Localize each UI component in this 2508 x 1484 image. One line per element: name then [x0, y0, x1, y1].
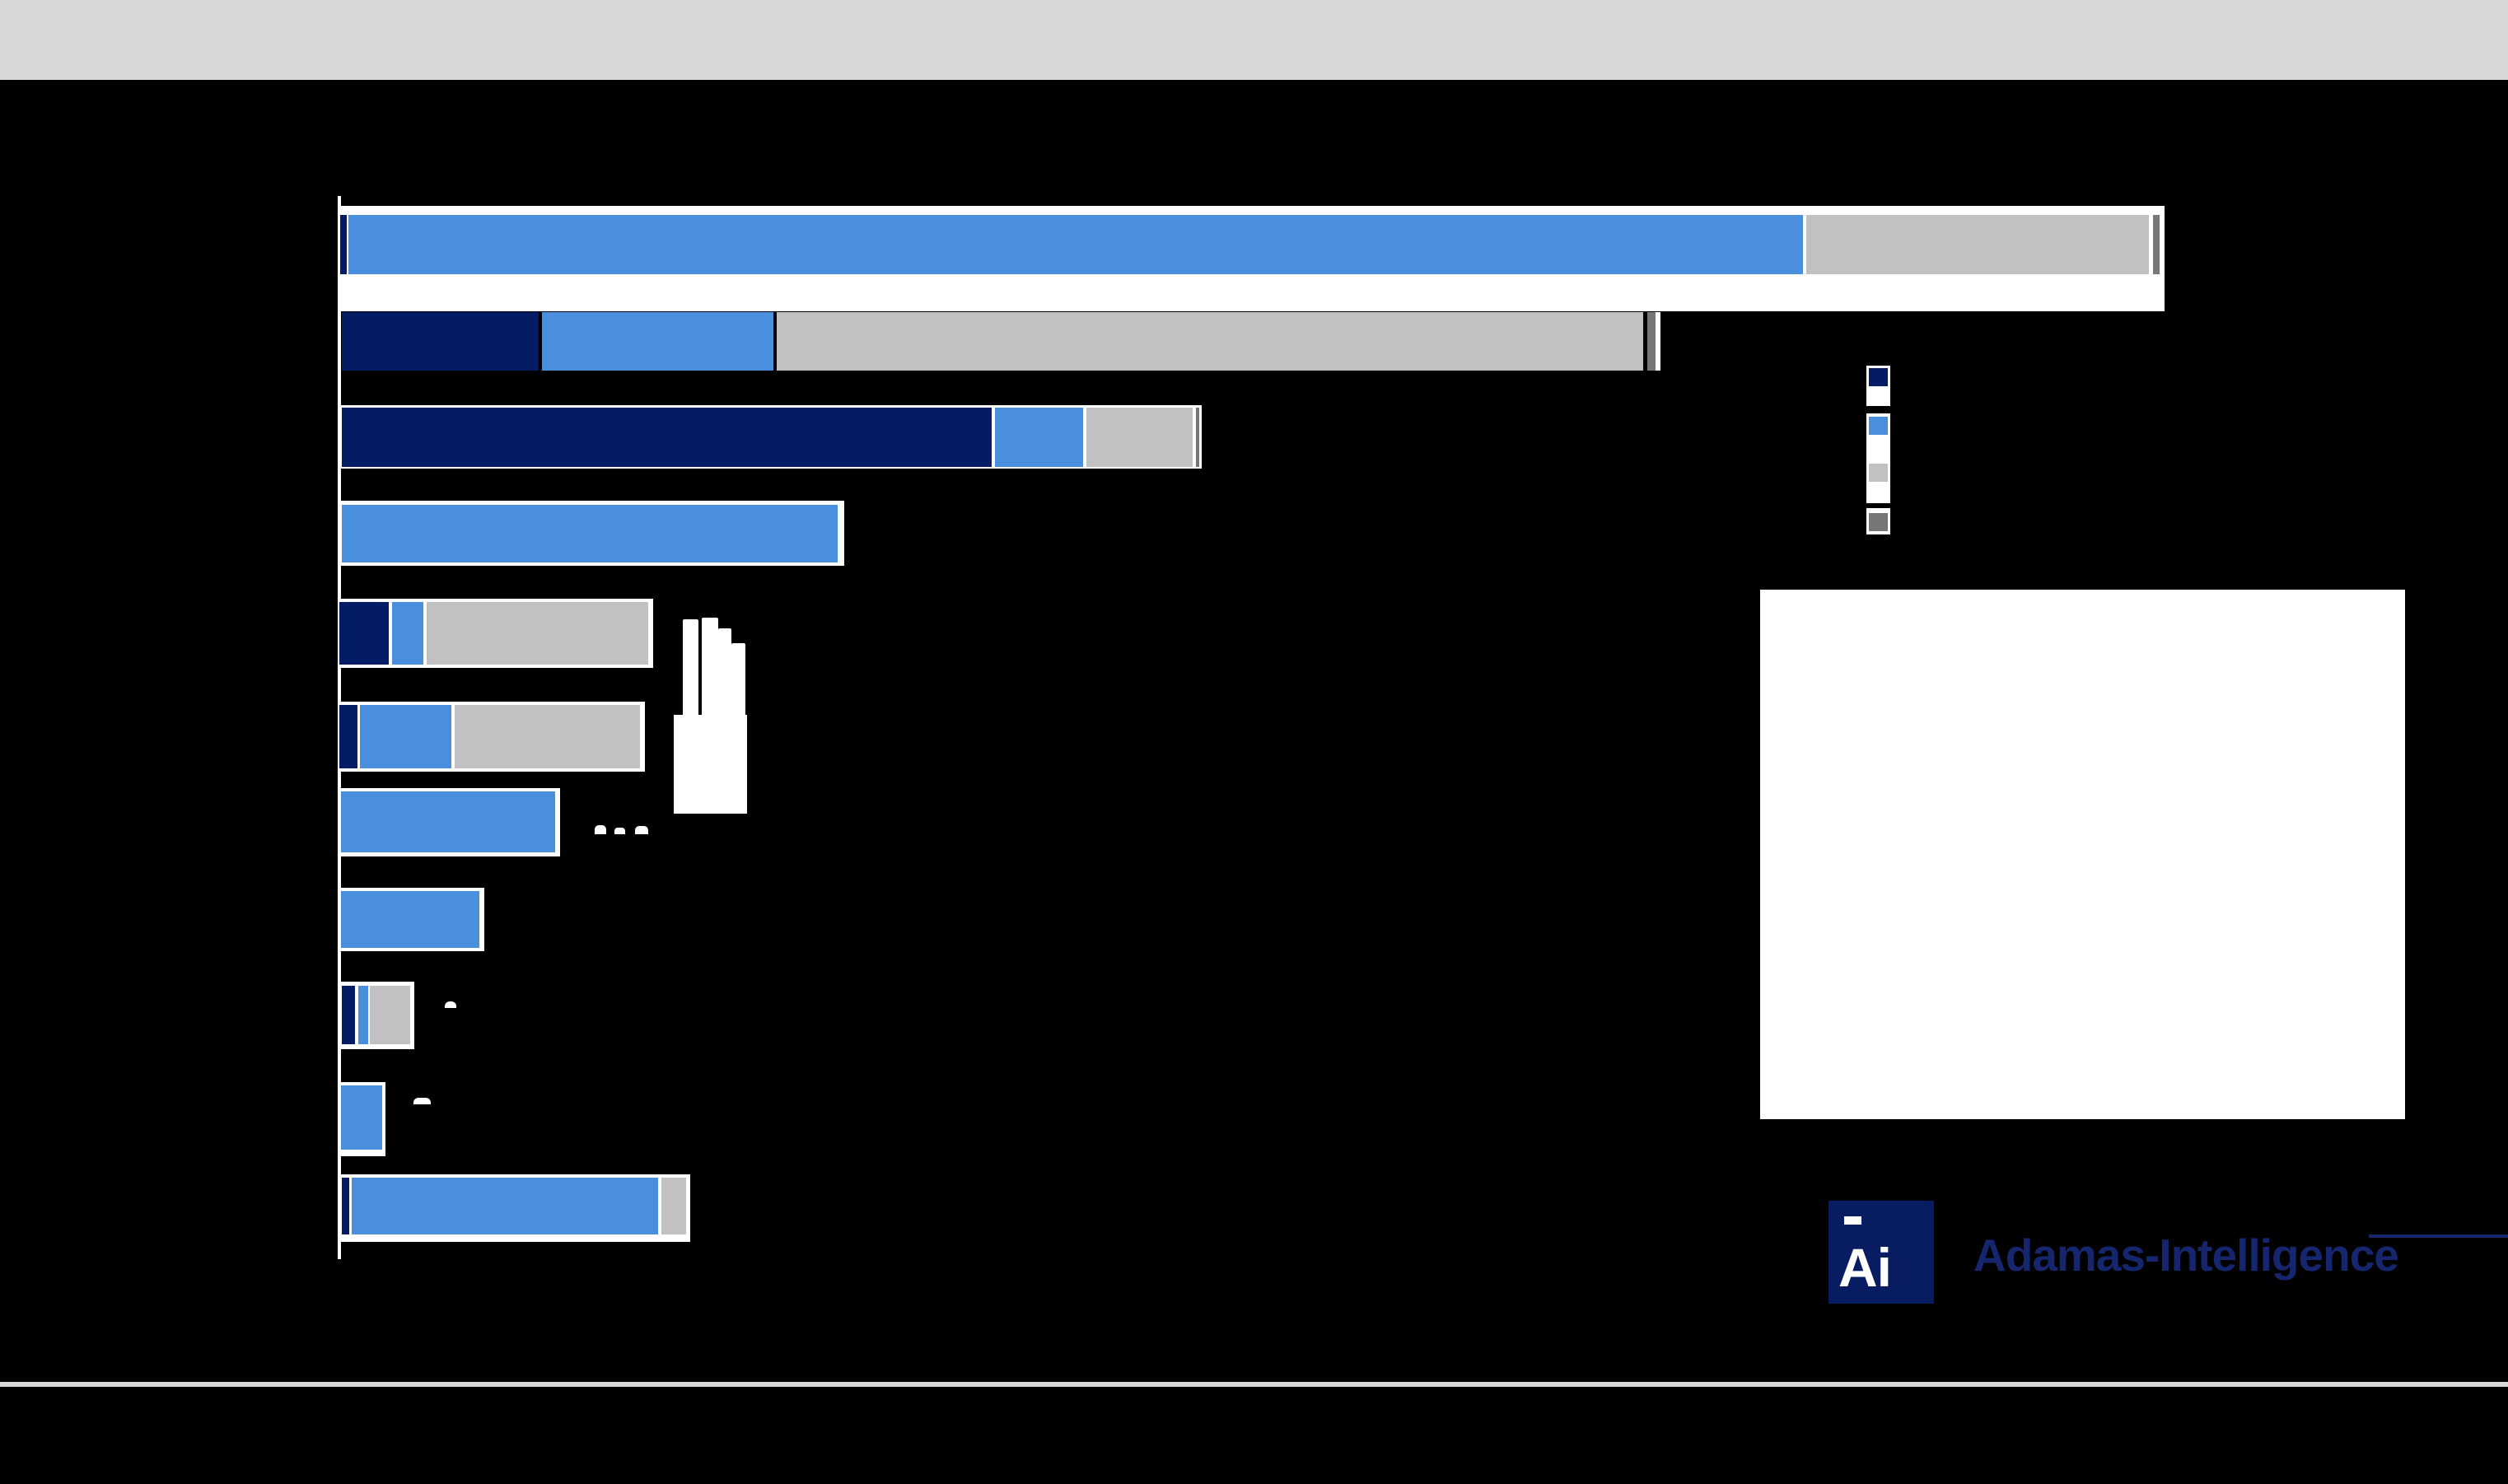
bar-segment-6-ltgray: [455, 705, 640, 768]
bar-segment-2-blue: [542, 312, 773, 371]
bar-segment-5-blue: [392, 602, 423, 665]
bar-segment-6-navy: [339, 705, 357, 768]
bar-segment-1-blue: [348, 215, 1803, 274]
glitch-tower-2: [702, 618, 718, 814]
bar-segment-7-blue: [341, 791, 555, 852]
bar-segment-3-blue: [995, 408, 1083, 467]
bottom-rule: [0, 1382, 2508, 1387]
bar-segment-2-navy: [342, 312, 539, 371]
glitch-digit-top-2: [614, 828, 625, 834]
bar-segment-2-white: [1656, 312, 1660, 371]
glitch-arc-2: [413, 1098, 431, 1104]
bar-segment-1-ltgray: [1806, 215, 2149, 274]
logo-dash-icon: [1844, 1216, 1861, 1225]
bar-segment-1-dkgray: [2153, 215, 2160, 274]
brand-wordmark: Adamas-Intelligence: [1973, 1230, 2399, 1281]
bar-segment-9-blue: [358, 986, 368, 1044]
bar-segment-3-dkgray: [1196, 408, 1199, 467]
annotation-panel: [1760, 590, 2405, 1119]
bar-segment-10-blue: [341, 1085, 382, 1150]
bar-segment-9-ltgray: [370, 986, 410, 1044]
glitch-tower-1: [683, 619, 698, 718]
bar-segment-2-ltgray: [777, 312, 1643, 371]
legend-swatch-blue: [1869, 417, 1888, 435]
bar-segment-5-ltgray: [427, 602, 648, 665]
bar-segment-3-ltgray: [1086, 408, 1193, 467]
legend-swatch-dkgray: [1869, 513, 1888, 531]
legend-swatch-ltgray: [1869, 464, 1888, 482]
bar-segment-9-navy: [342, 986, 355, 1044]
glitch-digit-top-3: [635, 826, 648, 834]
bar-segment-3-navy: [342, 408, 992, 467]
glitch-arc-1: [445, 1001, 456, 1008]
logo-monogram: Ai: [1838, 1237, 1892, 1298]
glitch-tower-3: [718, 628, 731, 814]
bar-segment-2-dkgray: [1647, 312, 1656, 371]
brand-logo: Ai: [1828, 1201, 1934, 1304]
window-top-bar: [0, 0, 2508, 80]
glitch-digit-top-1: [595, 825, 606, 834]
bar-segment-11-blue: [352, 1178, 658, 1234]
bar-segment-1-navy: [340, 215, 347, 274]
bar-segment-11-ltgray: [661, 1178, 686, 1234]
bar-segment-5-navy: [339, 602, 389, 665]
bar-segment-8-blue: [341, 891, 479, 948]
brand-rule: [2369, 1234, 2508, 1238]
bar-segment-4-blue: [342, 505, 838, 562]
bar-segment-6-blue: [360, 705, 451, 768]
glitch-tower-4: [731, 643, 745, 814]
legend-swatch-navy: [1869, 368, 1888, 386]
bar-segment-11-navy: [342, 1178, 349, 1234]
